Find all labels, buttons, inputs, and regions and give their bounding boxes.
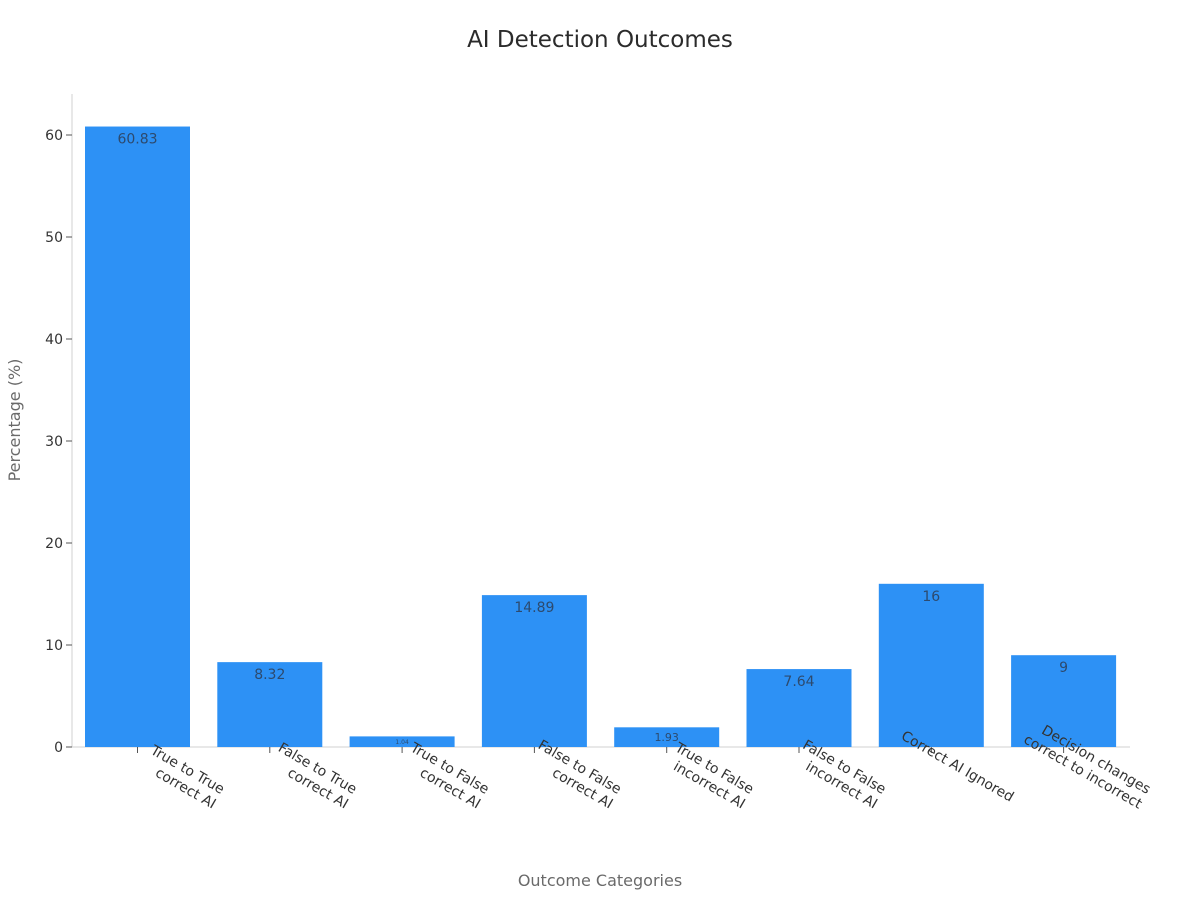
bar bbox=[878, 583, 984, 747]
y-tick-label: 30 bbox=[45, 434, 63, 450]
chart-title: AI Detection Outcomes bbox=[467, 27, 733, 53]
bar-value-label: 7.64 bbox=[783, 674, 814, 690]
bar bbox=[1011, 655, 1117, 747]
bar-value-label: 1.93 bbox=[654, 731, 679, 744]
bar-value-label: 9 bbox=[1059, 660, 1068, 676]
x-category-label: True to Falseincorrect AI bbox=[663, 739, 756, 812]
y-axis-title: Percentage (%) bbox=[5, 359, 24, 482]
x-category-label: False to Falseincorrect AI bbox=[791, 737, 888, 812]
bar-value-label: 60.83 bbox=[117, 132, 157, 148]
bar-value-label: 14.89 bbox=[514, 600, 554, 616]
y-tick-label: 60 bbox=[45, 128, 63, 144]
bar bbox=[349, 736, 455, 747]
plot-area: 0 10 20 30 40 50 60 60.83 True to Truecorrect AI… bbox=[45, 94, 1153, 813]
y-tick-label: 50 bbox=[45, 230, 63, 246]
bar-value-label: 8.32 bbox=[254, 667, 285, 683]
bar bbox=[746, 669, 852, 747]
x-category-label: False to Falsecorrect AI bbox=[527, 737, 624, 812]
bar bbox=[481, 595, 587, 747]
x-category-label: True to Falsecorrect AI bbox=[398, 739, 491, 812]
x-category-label: True to Truecorrect AI bbox=[138, 742, 227, 812]
x-category-label: False to Truecorrect AI bbox=[267, 740, 360, 813]
bar-value-label: 1.04 bbox=[395, 739, 409, 746]
bar bbox=[85, 126, 190, 747]
bar-value-label: 16 bbox=[922, 589, 940, 605]
y-tick-label: 40 bbox=[45, 332, 63, 348]
bar bbox=[217, 662, 323, 747]
x-axis-title: Outcome Categories bbox=[518, 871, 682, 890]
y-tick-label: 10 bbox=[45, 638, 63, 654]
y-tick-label: 0 bbox=[54, 740, 63, 756]
y-tick-label: 20 bbox=[45, 536, 63, 552]
bar bbox=[614, 727, 720, 747]
